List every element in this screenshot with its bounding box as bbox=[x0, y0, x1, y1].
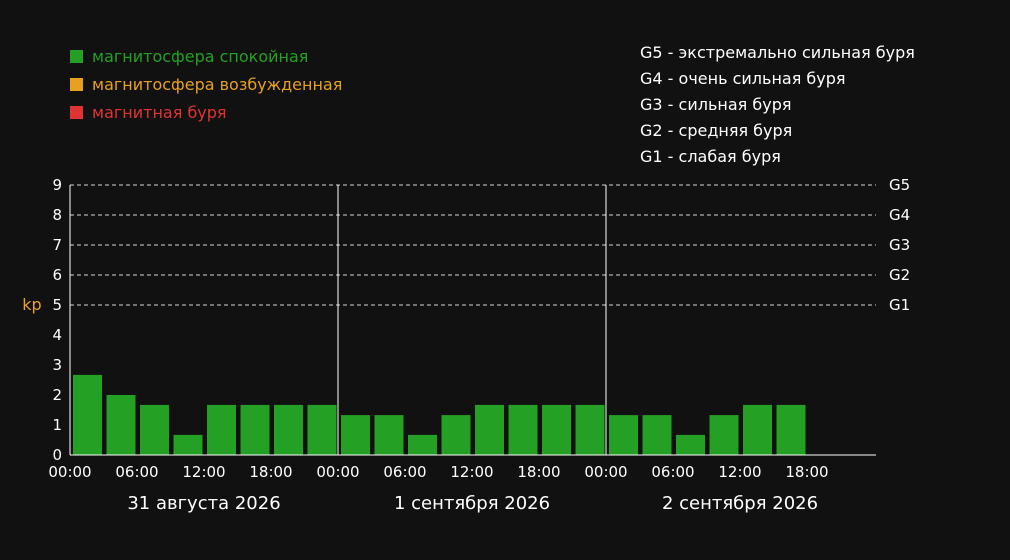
legend-swatch-excited bbox=[70, 77, 83, 91]
bar bbox=[274, 404, 303, 455]
legend-label-excited: магнитосфера возбужденная bbox=[92, 74, 343, 94]
bar bbox=[341, 415, 370, 455]
y-tick-label: 8 bbox=[52, 206, 62, 224]
bar bbox=[575, 404, 605, 455]
bar bbox=[307, 404, 337, 455]
x-tick-label: 18:00 bbox=[785, 463, 828, 481]
day-label: 2 сентября 2026 bbox=[662, 493, 818, 514]
storm-level-g3: G3 - сильная буря bbox=[640, 95, 792, 114]
bar bbox=[709, 415, 739, 455]
legend-item-quiet: магнитосфера спокойная bbox=[70, 42, 342, 70]
y-tick-label: 1 bbox=[52, 416, 62, 434]
bar bbox=[743, 404, 772, 455]
storm-level-g2: G2 - средняя буря bbox=[640, 121, 793, 140]
legend-item-storm: магнитная буря bbox=[70, 98, 342, 126]
x-tick-label: 18:00 bbox=[249, 463, 292, 481]
legend-label-storm: магнитная буря bbox=[92, 102, 227, 122]
x-tick-label: 12:00 bbox=[450, 463, 493, 481]
bar bbox=[508, 404, 538, 455]
x-tick-label: 00:00 bbox=[48, 463, 91, 481]
y-tick-label: 7 bbox=[52, 236, 62, 254]
day-label: 1 сентября 2026 bbox=[394, 493, 550, 514]
g-level-label-g2: G2 bbox=[889, 266, 910, 284]
x-tick-label: 12:00 bbox=[718, 463, 761, 481]
y-axis-label: kp bbox=[22, 295, 41, 314]
y-tick-label: 3 bbox=[52, 356, 62, 374]
g-level-label-g3: G3 bbox=[889, 236, 910, 254]
bar bbox=[609, 415, 638, 455]
storm-level-g5: G5 - экстремально сильная буря bbox=[640, 43, 915, 62]
day-label: 31 августа 2026 bbox=[127, 493, 280, 514]
y-tick-label: 5 bbox=[52, 296, 62, 314]
x-tick-label: 06:00 bbox=[115, 463, 158, 481]
legend-swatch-quiet bbox=[70, 49, 83, 63]
bar bbox=[374, 415, 404, 455]
y-tick-label: 4 bbox=[52, 326, 62, 344]
legend-item-excited: магнитосфера возбужденная bbox=[70, 70, 342, 98]
g-level-label-g4: G4 bbox=[889, 206, 910, 224]
storm-scale-legend: G5 - экстремально сильная буря G4 - очен… bbox=[640, 42, 915, 172]
bar bbox=[776, 404, 806, 455]
bar bbox=[140, 404, 169, 455]
x-tick-label: 00:00 bbox=[584, 463, 627, 481]
bar bbox=[475, 404, 504, 455]
legend-swatch-storm bbox=[70, 105, 83, 119]
y-tick-label: 9 bbox=[52, 176, 62, 194]
g-level-label-g5: G5 bbox=[889, 176, 910, 194]
y-tick-label: 0 bbox=[52, 446, 62, 464]
bar bbox=[441, 415, 471, 455]
bar bbox=[106, 395, 136, 455]
x-tick-label: 12:00 bbox=[182, 463, 225, 481]
bar bbox=[240, 404, 270, 455]
storm-level-g1: G1 - слабая буря bbox=[640, 147, 781, 166]
bar bbox=[73, 374, 102, 455]
bar bbox=[676, 434, 705, 455]
g-level-label-g1: G1 bbox=[889, 296, 910, 314]
x-tick-label: 00:00 bbox=[316, 463, 359, 481]
bar bbox=[542, 404, 571, 455]
bar bbox=[408, 434, 437, 455]
bar bbox=[207, 404, 236, 455]
legend-label-quiet: магнитосфера спокойная bbox=[92, 46, 309, 66]
x-tick-label: 18:00 bbox=[517, 463, 560, 481]
bar bbox=[173, 434, 203, 455]
x-tick-label: 06:00 bbox=[651, 463, 694, 481]
y-tick-label: 6 bbox=[52, 266, 62, 284]
bar bbox=[642, 415, 672, 455]
y-tick-label: 2 bbox=[52, 386, 62, 404]
x-tick-label: 06:00 bbox=[383, 463, 426, 481]
status-legend: магнитосфера спокойная магнитосфера возб… bbox=[70, 42, 342, 126]
storm-level-g4: G4 - очень сильная буря bbox=[640, 69, 846, 88]
